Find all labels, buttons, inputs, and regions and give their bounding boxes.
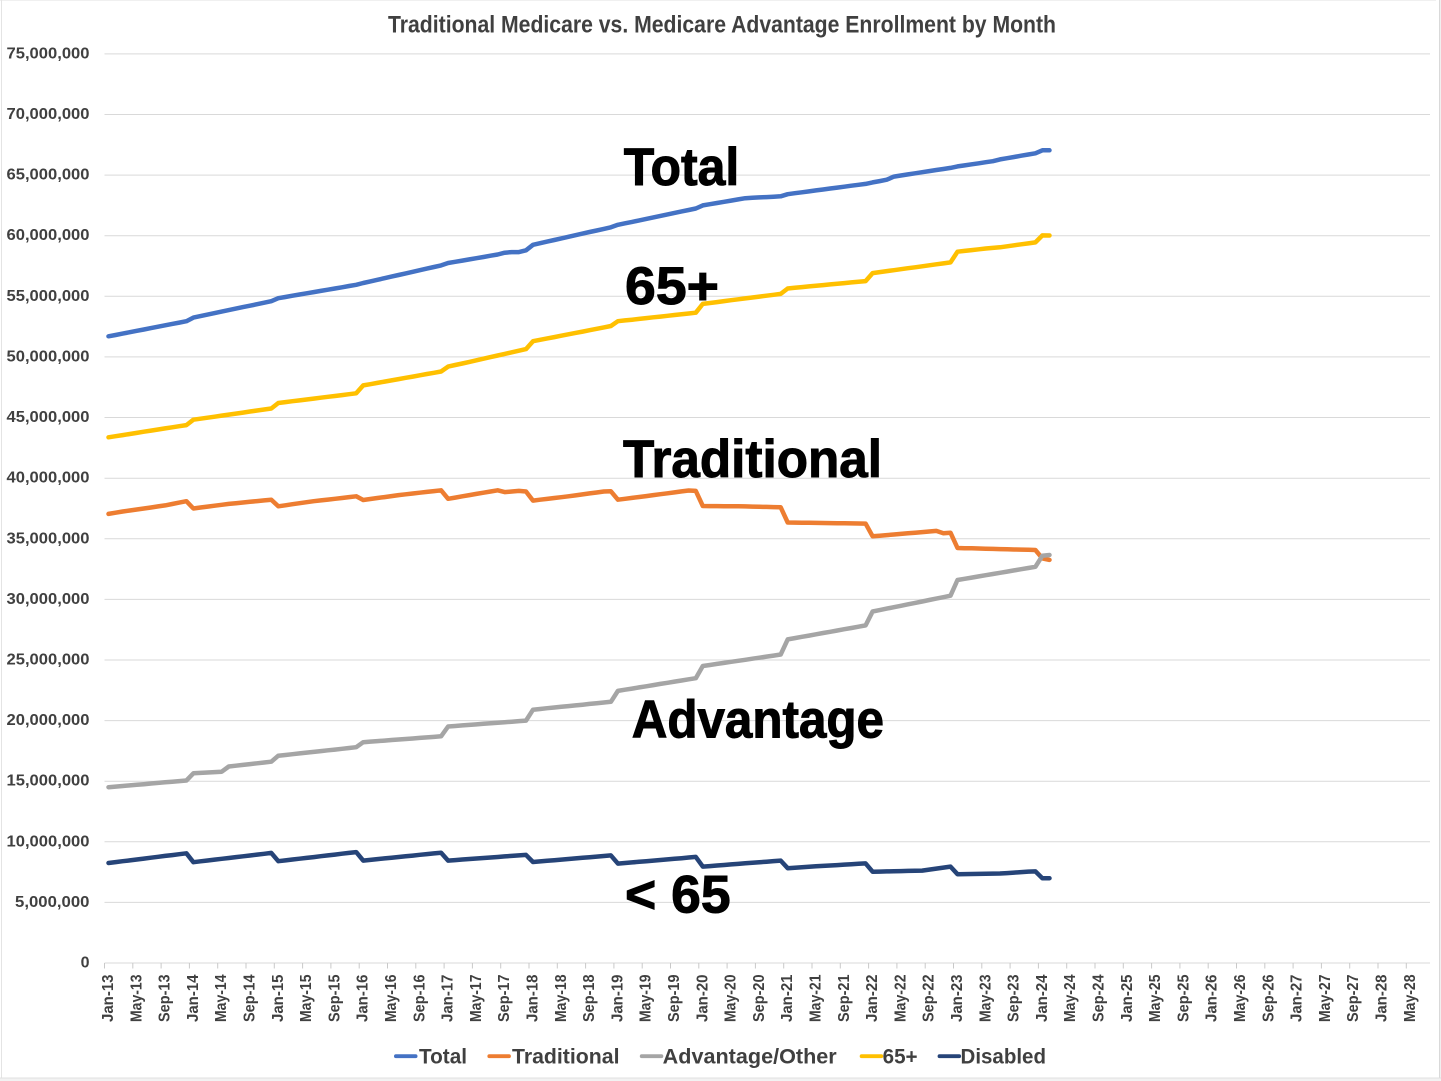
svg-text:< 65: < 65 <box>625 866 731 925</box>
svg-text:Sep-22: Sep-22 <box>921 974 938 1022</box>
svg-text:Traditional Medicare vs. Medic: Traditional Medicare vs. Medicare Advant… <box>388 11 1056 38</box>
svg-text:Traditional: Traditional <box>623 430 882 489</box>
svg-text:15,000,000: 15,000,000 <box>7 773 90 790</box>
svg-text:60,000,000: 60,000,000 <box>7 227 90 244</box>
svg-text:Sep-26: Sep-26 <box>1260 974 1277 1022</box>
svg-text:Jan-19: Jan-19 <box>609 974 626 1022</box>
svg-text:Total: Total <box>419 1046 467 1069</box>
svg-text:May-22: May-22 <box>892 974 909 1022</box>
svg-text:Sep-13: Sep-13 <box>157 974 174 1022</box>
svg-text:May-15: May-15 <box>298 974 315 1022</box>
svg-text:May-21: May-21 <box>808 974 825 1022</box>
svg-text:65+: 65+ <box>625 257 719 316</box>
svg-text:25,000,000: 25,000,000 <box>7 652 90 669</box>
svg-text:40,000,000: 40,000,000 <box>7 470 90 487</box>
svg-text:10,000,000: 10,000,000 <box>7 833 90 850</box>
svg-text:Sep-14: Sep-14 <box>242 974 259 1022</box>
svg-text:45,000,000: 45,000,000 <box>7 409 90 426</box>
svg-text:Sep-25: Sep-25 <box>1175 974 1192 1022</box>
svg-text:5,000,000: 5,000,000 <box>15 894 90 911</box>
svg-text:Jan-17: Jan-17 <box>440 974 457 1022</box>
svg-text:Advantage: Advantage <box>632 691 884 750</box>
svg-text:Jan-22: Jan-22 <box>864 974 881 1022</box>
svg-text:Jan-27: Jan-27 <box>1289 974 1306 1022</box>
svg-text:Disabled: Disabled <box>961 1046 1047 1069</box>
svg-text:May-18: May-18 <box>553 974 570 1022</box>
svg-text:Sep-17: Sep-17 <box>496 974 513 1022</box>
svg-text:May-16: May-16 <box>383 974 400 1022</box>
svg-text:May-14: May-14 <box>213 974 230 1022</box>
svg-text:Sep-18: Sep-18 <box>581 974 598 1022</box>
svg-text:50,000,000: 50,000,000 <box>7 348 90 365</box>
svg-text:Sep-19: Sep-19 <box>666 974 683 1022</box>
svg-text:Jan-28: Jan-28 <box>1374 974 1391 1022</box>
svg-text:May-25: May-25 <box>1147 974 1164 1022</box>
svg-text:65,000,000: 65,000,000 <box>7 167 90 184</box>
svg-text:20,000,000: 20,000,000 <box>7 712 90 729</box>
svg-text:Jan-18: Jan-18 <box>525 974 542 1022</box>
svg-text:35,000,000: 35,000,000 <box>7 530 90 547</box>
svg-text:Traditional: Traditional <box>512 1046 620 1069</box>
svg-text:May-23: May-23 <box>977 974 994 1022</box>
svg-text:Jan-15: Jan-15 <box>270 974 287 1022</box>
svg-text:May-26: May-26 <box>1232 974 1249 1022</box>
svg-text:May-19: May-19 <box>638 974 655 1022</box>
svg-text:Jan-16: Jan-16 <box>355 974 372 1022</box>
svg-text:0: 0 <box>81 955 90 972</box>
svg-text:Advantage/Other: Advantage/Other <box>663 1046 837 1069</box>
svg-text:Total: Total <box>624 138 740 197</box>
svg-text:70,000,000: 70,000,000 <box>7 106 90 123</box>
svg-text:Sep-16: Sep-16 <box>411 974 428 1022</box>
svg-text:Sep-21: Sep-21 <box>836 974 853 1022</box>
svg-text:May-28: May-28 <box>1402 974 1419 1022</box>
svg-text:Jan-26: Jan-26 <box>1204 974 1221 1022</box>
svg-text:Sep-15: Sep-15 <box>326 974 343 1022</box>
svg-text:May-17: May-17 <box>468 974 485 1022</box>
svg-text:Jan-23: Jan-23 <box>949 974 966 1022</box>
svg-text:Sep-27: Sep-27 <box>1345 974 1362 1022</box>
svg-text:Jan-24: Jan-24 <box>1034 974 1051 1022</box>
svg-text:Sep-20: Sep-20 <box>751 974 768 1022</box>
svg-text:30,000,000: 30,000,000 <box>7 591 90 608</box>
svg-text:55,000,000: 55,000,000 <box>7 288 90 305</box>
svg-text:May-27: May-27 <box>1317 974 1334 1022</box>
svg-text:Sep-23: Sep-23 <box>1006 974 1023 1022</box>
svg-text:75,000,000: 75,000,000 <box>7 45 90 62</box>
svg-text:May-13: May-13 <box>128 974 145 1022</box>
svg-text:65+: 65+ <box>883 1046 918 1069</box>
svg-text:Jan-20: Jan-20 <box>694 974 711 1022</box>
svg-text:Jan-14: Jan-14 <box>185 974 202 1022</box>
svg-text:May-24: May-24 <box>1062 974 1079 1022</box>
svg-text:May-20: May-20 <box>723 974 740 1022</box>
svg-text:Sep-24: Sep-24 <box>1091 974 1108 1022</box>
svg-text:Jan-13: Jan-13 <box>100 974 117 1022</box>
svg-text:Jan-25: Jan-25 <box>1119 974 1136 1022</box>
svg-text:Jan-21: Jan-21 <box>779 974 796 1022</box>
